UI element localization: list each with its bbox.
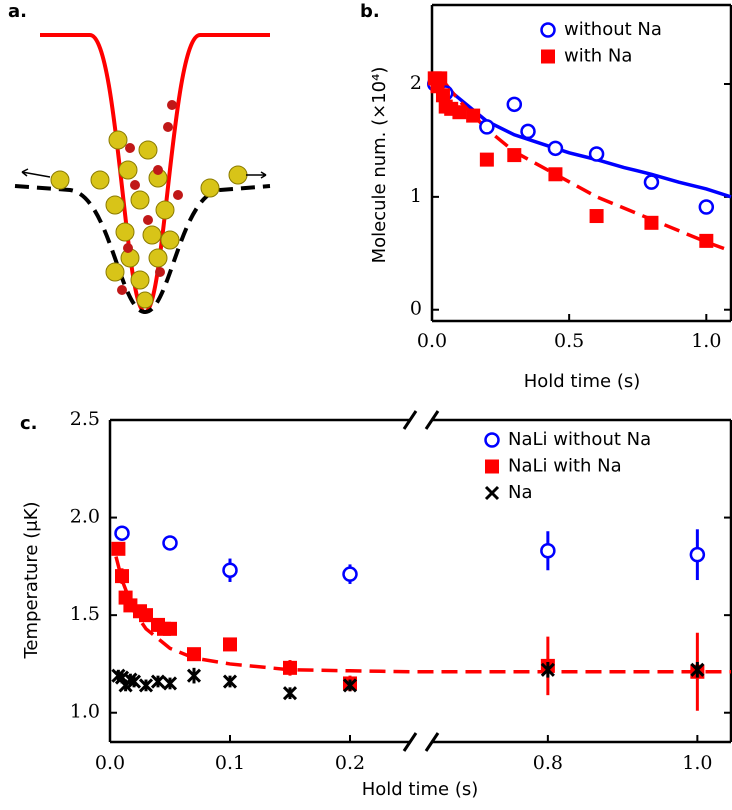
point <box>435 88 450 103</box>
point <box>540 543 556 559</box>
y-axis-label: Temperature (μK) <box>21 501 42 659</box>
point <box>187 647 201 662</box>
point <box>479 152 494 167</box>
point <box>547 140 564 157</box>
point <box>126 674 142 689</box>
x-tick-label: 0.0 <box>417 330 447 352</box>
point <box>466 108 481 123</box>
legend-label: with Na <box>564 46 632 67</box>
point <box>452 105 467 120</box>
fit-line <box>114 556 731 674</box>
y-tick-label: 1.0 <box>70 701 100 723</box>
point <box>111 541 126 556</box>
point <box>588 146 605 162</box>
point <box>507 148 522 163</box>
illustration <box>14 33 271 315</box>
panel-label: a. <box>8 1 27 22</box>
molecules <box>117 100 183 295</box>
point <box>139 608 153 623</box>
point <box>479 119 495 135</box>
point <box>150 674 166 689</box>
axis-break <box>402 732 418 752</box>
legend-marker <box>485 459 499 474</box>
x-tick-label: 0.1 <box>215 752 245 774</box>
point <box>548 167 563 182</box>
axis-break <box>402 410 418 430</box>
point <box>644 215 659 230</box>
x-tick-label: 0.2 <box>335 752 365 774</box>
legend-marker <box>540 22 556 38</box>
legend-label: NaLi with Na <box>508 456 622 477</box>
x-tick-label: 0.0 <box>95 752 125 774</box>
y-tick-label: 2.5 <box>70 408 100 430</box>
point <box>342 678 358 693</box>
x-tick-label: 1.0 <box>682 752 712 774</box>
point <box>163 621 177 636</box>
fit-line <box>444 86 732 199</box>
x-axis-label: Hold time (s) <box>362 779 479 800</box>
panel-label: b. <box>360 1 380 22</box>
x-tick-label: 0.5 <box>554 330 584 352</box>
y-tick-label: 1 <box>410 185 422 207</box>
y-axis-label: Molecule num. (×10⁴) <box>369 67 390 264</box>
point <box>162 535 178 551</box>
point <box>506 96 523 113</box>
point <box>589 209 604 224</box>
arrows <box>21 168 267 179</box>
axis-break <box>424 410 440 430</box>
point <box>689 546 706 563</box>
y-tick-label: 1.5 <box>70 603 100 625</box>
atoms <box>50 130 248 309</box>
point <box>114 525 130 541</box>
legend-marker <box>484 432 500 448</box>
y-tick-label: 0 <box>410 298 422 320</box>
legend-marker <box>484 485 500 501</box>
axis-break <box>424 732 440 752</box>
fit-line <box>444 82 732 253</box>
legend-label: without Na <box>564 19 662 40</box>
x-axis-label: Hold time (s) <box>524 371 641 392</box>
legend-label: Na <box>508 482 533 503</box>
point <box>138 678 154 693</box>
point <box>223 637 237 652</box>
y-tick-label: 2.0 <box>70 506 100 528</box>
point <box>520 123 536 140</box>
point <box>540 662 555 677</box>
point <box>283 660 297 675</box>
legend-marker <box>541 49 555 64</box>
y-tick-label: 2 <box>410 72 422 94</box>
panel-label: c. <box>20 413 38 434</box>
point <box>186 668 202 683</box>
point <box>699 233 714 248</box>
point <box>698 199 715 215</box>
legend-label: NaLi without Na <box>508 429 651 450</box>
x-tick-label: 1.0 <box>691 330 721 352</box>
point <box>162 676 178 691</box>
point <box>282 686 298 701</box>
point <box>433 71 448 86</box>
point <box>115 569 129 584</box>
point <box>690 662 705 677</box>
point <box>643 174 660 190</box>
point <box>222 674 238 689</box>
x-tick-label: 0.8 <box>533 752 563 774</box>
point <box>222 562 238 579</box>
shallow-trap-curve <box>14 184 271 315</box>
point <box>342 566 358 582</box>
